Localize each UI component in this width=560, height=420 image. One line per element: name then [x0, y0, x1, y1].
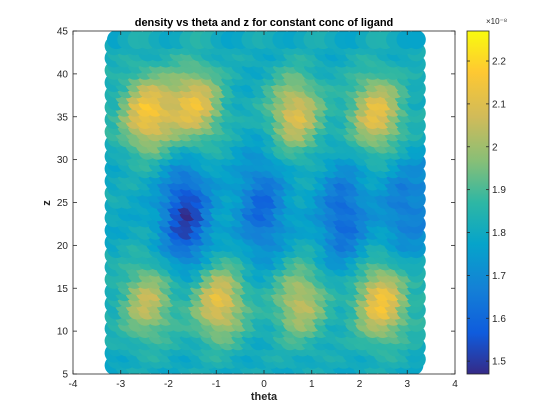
- x-axis: -4 -3 -2 -1 0 1 2 3 4: [69, 31, 458, 390]
- x-tick-label: -4: [69, 379, 78, 390]
- y-axis-label: z: [41, 200, 53, 206]
- y-tick-label: 25: [57, 198, 69, 209]
- x-tick-label: 0: [261, 379, 267, 390]
- y-tick-label: 30: [57, 155, 69, 166]
- colorbar-tick-label: 1.5: [492, 357, 506, 368]
- y-tick-label: 35: [57, 112, 69, 123]
- colorbar-tick-label: 2.2: [492, 57, 506, 68]
- x-tick-label: -2: [164, 379, 173, 390]
- x-axis-label: theta: [251, 391, 278, 403]
- y-tick-label: 5: [62, 370, 68, 381]
- colorbar-tick-label: 2.1: [492, 99, 506, 110]
- colorbar-axis: 1.5 1.6 1.7 1.8 1.9 2 2.1 2.2: [467, 57, 506, 368]
- colorbar-tick-label: 1.7: [492, 271, 506, 282]
- x-tick-label: 4: [452, 379, 458, 390]
- scatter-plot-area: [104, 31, 426, 374]
- x-tick-label: -1: [212, 379, 221, 390]
- y-tick-label: 45: [57, 27, 69, 38]
- chart-title: density vs theta and z for constant conc…: [135, 17, 394, 29]
- colorbar-exponent-label: ×10⁻⁸: [486, 17, 507, 26]
- colorbar-tick-label: 1.9: [492, 185, 506, 196]
- colorbar: [466, 30, 490, 375]
- y-tick-label: 10: [57, 327, 69, 338]
- y-tick-label: 40: [57, 69, 69, 80]
- y-tick-label: 15: [57, 284, 69, 295]
- y-tick-label: 20: [57, 241, 69, 252]
- x-tick-label: -3: [116, 379, 125, 390]
- colorbar-tick-label: 2: [492, 142, 498, 153]
- y-axis: 5 10 15 20 25 30 35 40 45: [57, 27, 455, 381]
- x-tick-label: 3: [404, 379, 410, 390]
- scatter-point: [406, 31, 426, 50]
- x-tick-label: 1: [309, 379, 315, 390]
- colorbar-tick-label: 1.6: [492, 314, 506, 325]
- colorbar-tick-label: 1.8: [492, 228, 506, 239]
- x-tick-label: 2: [357, 379, 363, 390]
